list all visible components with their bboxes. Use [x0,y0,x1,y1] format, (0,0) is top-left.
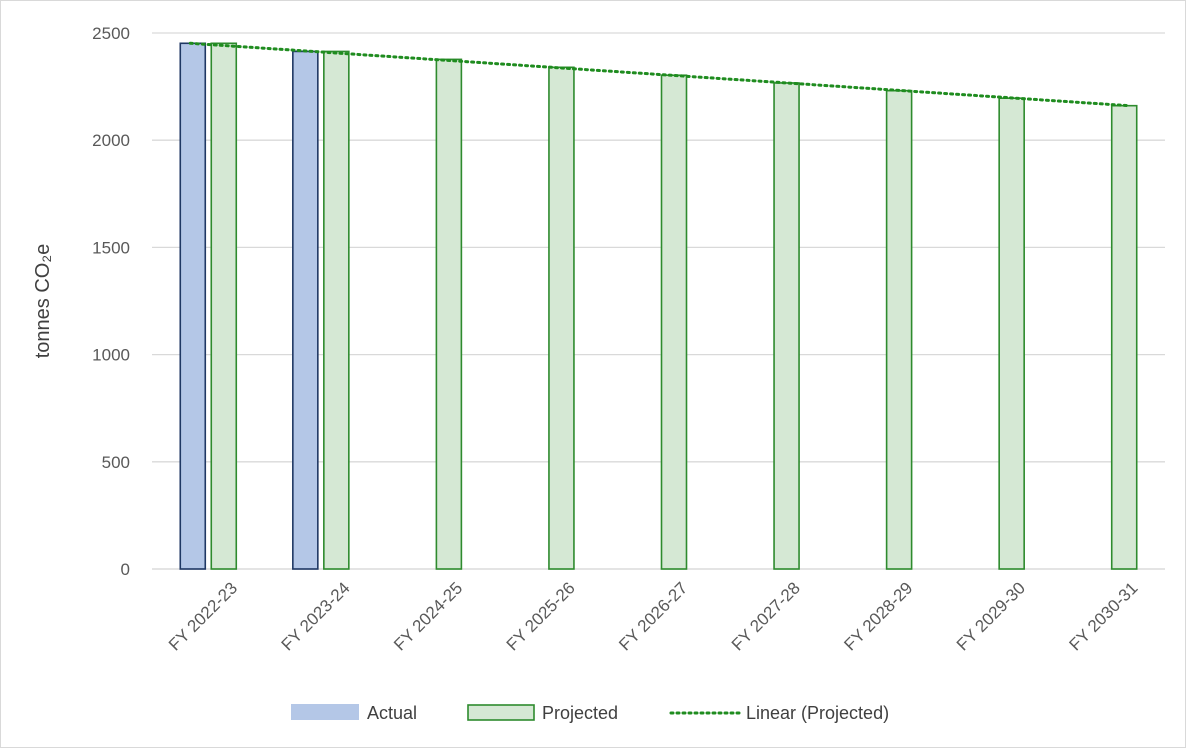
x-tick-label: FY 2027-28 [728,578,804,654]
y-tick-label: 500 [102,453,130,472]
y-tick-label: 1500 [92,238,130,257]
y-tick-label: 1000 [92,346,130,365]
bar-projected [885,89,913,570]
bar-actual [179,42,207,570]
legend-label-projected: Projected [542,703,618,723]
bars [179,42,1138,570]
legend-label-actual: Actual [367,703,417,723]
x-tick-label: FY 2030-31 [1066,578,1142,654]
y-tick-label: 2000 [92,131,130,150]
y-tick-labels: 0 500 1000 1500 2000 2500 [92,24,130,579]
y-tick-label: 2500 [92,24,130,43]
bar-projected [435,58,463,570]
bar-projected [323,50,350,570]
legend: Actual Projected Linear (Projected) [291,703,889,723]
x-tick-label: FY 2022-23 [165,578,241,654]
x-tick-labels: FY 2022-23 FY 2023-24 FY 2024-25 FY 2025-26… [165,578,1141,654]
bar-projected [548,66,575,570]
x-tick-label: FY 2029-30 [953,578,1029,654]
legend-label-linear: Linear (Projected) [746,703,889,723]
bar-actual [292,50,319,570]
y-tick-label: 0 [121,560,130,579]
bar-projected [660,74,688,570]
x-tick-label: FY 2026-27 [615,578,691,654]
trendline-linear-projected [188,41,1131,108]
legend-swatch-projected [467,704,535,721]
y-axis-label: tonnes CO₂e [32,244,54,359]
bar-projected [998,97,1025,570]
x-tick-label: FY 2023-24 [278,578,354,654]
x-tick-label: FY 2028-29 [840,578,916,654]
x-tick-label: FY 2025-26 [503,578,579,654]
bar-projected [1110,104,1138,570]
gridlines [152,32,1165,570]
x-tick-label: FY 2024-25 [390,578,466,654]
trendline [188,41,1131,108]
bar-projected [773,82,800,570]
legend-swatch-actual [291,704,359,720]
bar-projected [210,42,238,570]
